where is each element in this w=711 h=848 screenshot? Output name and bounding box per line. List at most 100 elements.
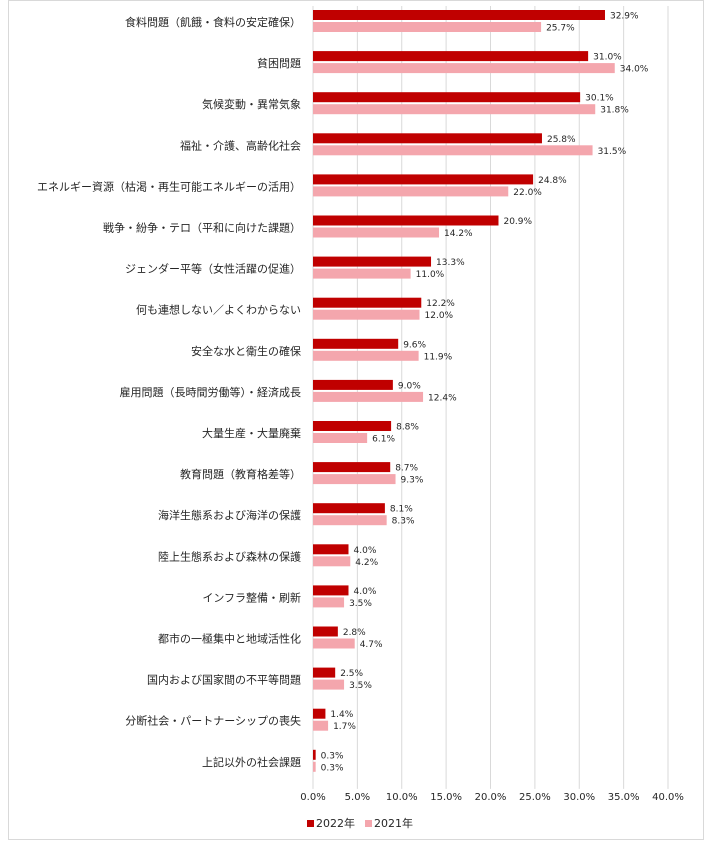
bar-2022 <box>313 462 391 473</box>
value-label: 1.7% <box>333 722 356 732</box>
bar-2021 <box>313 638 355 649</box>
value-label: 9.3% <box>401 476 424 486</box>
value-label: 12.4% <box>428 393 457 403</box>
value-label: 25.8% <box>547 135 576 145</box>
x-tick-label: 10.0% <box>386 792 418 803</box>
value-label: 31.5% <box>598 147 627 157</box>
bar-2022 <box>313 544 349 555</box>
bar-2022 <box>313 503 385 514</box>
bars <box>313 10 615 772</box>
value-label: 24.8% <box>538 176 567 186</box>
value-label: 8.1% <box>390 505 413 515</box>
bar-2022 <box>313 92 581 103</box>
value-label: 4.0% <box>354 546 377 556</box>
bar-2022 <box>313 10 605 20</box>
bar-2021 <box>313 433 368 443</box>
category-label: 教育問題（教育格差等） <box>180 467 301 481</box>
category-label: 海洋生態系および海洋の保護 <box>158 508 301 522</box>
value-label: 3.5% <box>349 681 372 691</box>
bar-2021 <box>313 597 345 608</box>
bar-2022 <box>313 133 542 144</box>
legend-swatch <box>365 820 372 827</box>
bar-2021 <box>313 186 509 197</box>
value-label: 1.4% <box>330 710 353 720</box>
bar-2021 <box>313 145 593 156</box>
value-label: 12.2% <box>426 299 455 309</box>
x-tick-label: 20.0% <box>475 792 507 803</box>
value-label: 0.3% <box>321 751 344 761</box>
bar-2021 <box>313 515 387 526</box>
bar-2021 <box>313 227 440 238</box>
value-label: 4.2% <box>355 558 378 568</box>
bar-2021 <box>313 22 542 32</box>
value-label: 11.0% <box>416 270 445 280</box>
value-label: 9.6% <box>403 340 426 350</box>
x-tick-label: 0.0% <box>300 792 325 803</box>
value-label: 25.7% <box>546 24 575 34</box>
category-label: 福祉・介護、高齢化社会 <box>180 138 301 152</box>
value-label: 8.7% <box>395 464 418 474</box>
value-label: 13.3% <box>436 258 465 268</box>
value-label: 2.8% <box>343 628 366 638</box>
category-label: 安全な水と衛生の確保 <box>191 344 301 358</box>
value-label: 3.5% <box>349 599 372 609</box>
bar-2022 <box>313 51 589 62</box>
bar-2022 <box>313 708 326 719</box>
category-label: 都市の一極集中と地域活性化 <box>158 632 301 646</box>
value-label: 12.0% <box>425 311 454 321</box>
value-label: 8.8% <box>396 423 419 433</box>
value-label: 8.3% <box>392 517 415 527</box>
category-label: エネルギー資源（枯渇・再生可能エネルギーの活用） <box>37 179 301 193</box>
value-label: 20.9% <box>503 217 532 227</box>
legend-swatch <box>307 820 314 827</box>
value-label: 6.1% <box>372 435 395 445</box>
legend-label: 2022年 <box>316 816 355 830</box>
value-label: 31.8% <box>600 106 629 116</box>
bar-2022 <box>313 215 499 226</box>
category-label: 上記以外の社会課題 <box>202 755 301 769</box>
category-label: 大量生産・大量廃棄 <box>202 426 301 440</box>
x-tick-label: 5.0% <box>345 792 370 803</box>
value-label: 14.2% <box>444 229 473 239</box>
category-label: 戦争・紛争・テロ（平和に向けた課題） <box>103 221 301 235</box>
bar-2021 <box>313 391 424 402</box>
x-axis-ticks: 0.0% 5.0% 10.0% 15.0% 20.0% 25.0% 30.0% 35.0% 40… <box>300 792 684 803</box>
category-label: 貧困問題 <box>257 57 301 70</box>
value-label: 4.0% <box>354 587 377 597</box>
value-label: 22.0% <box>513 188 542 198</box>
x-tick-label: 40.0% <box>652 792 684 803</box>
category-label: 国内および国家間の不平等問題 <box>147 673 301 687</box>
value-label: 34.0% <box>620 65 649 75</box>
bar-2021 <box>313 104 596 115</box>
value-label: 30.1% <box>585 94 614 104</box>
bar-2021 <box>313 268 411 279</box>
value-label: 9.0% <box>398 381 421 391</box>
value-label: 31.0% <box>593 53 622 63</box>
bar-2021 <box>313 679 345 690</box>
bar-2022 <box>313 256 432 267</box>
bar-2022 <box>313 667 336 678</box>
category-label: 雇用問題（長時間労働等）・経済成長 <box>120 385 302 399</box>
bar-2021 <box>313 350 419 361</box>
bar-2021 <box>313 63 615 74</box>
value-label: 2.5% <box>340 669 363 679</box>
value-label: 0.3% <box>321 763 344 773</box>
category-labels: 食料問題（飢餓・食料の安定確保） 貧困問題気候変動・異常気象福祉・介護、高齢化社会… <box>37 15 301 769</box>
bar-2022 <box>313 379 393 390</box>
x-tick-label: 15.0% <box>430 792 462 803</box>
bar-2022 <box>313 338 399 349</box>
bar-2022 <box>313 585 349 596</box>
legend: 2022年 2021年 <box>307 816 413 830</box>
value-label: 11.9% <box>424 352 453 362</box>
bar-2021 <box>313 556 351 567</box>
category-label: 分断社会・パートナーシップの喪失 <box>125 714 301 728</box>
value-label: 4.7% <box>360 640 383 650</box>
bar-2022 <box>313 174 534 185</box>
x-tick-label: 30.0% <box>563 792 595 803</box>
bar-2021 <box>313 761 316 772</box>
bar-2022 <box>313 297 422 308</box>
x-tick-label: 25.0% <box>519 792 551 803</box>
bar-2022 <box>313 626 338 637</box>
bar-2022 <box>313 421 392 431</box>
